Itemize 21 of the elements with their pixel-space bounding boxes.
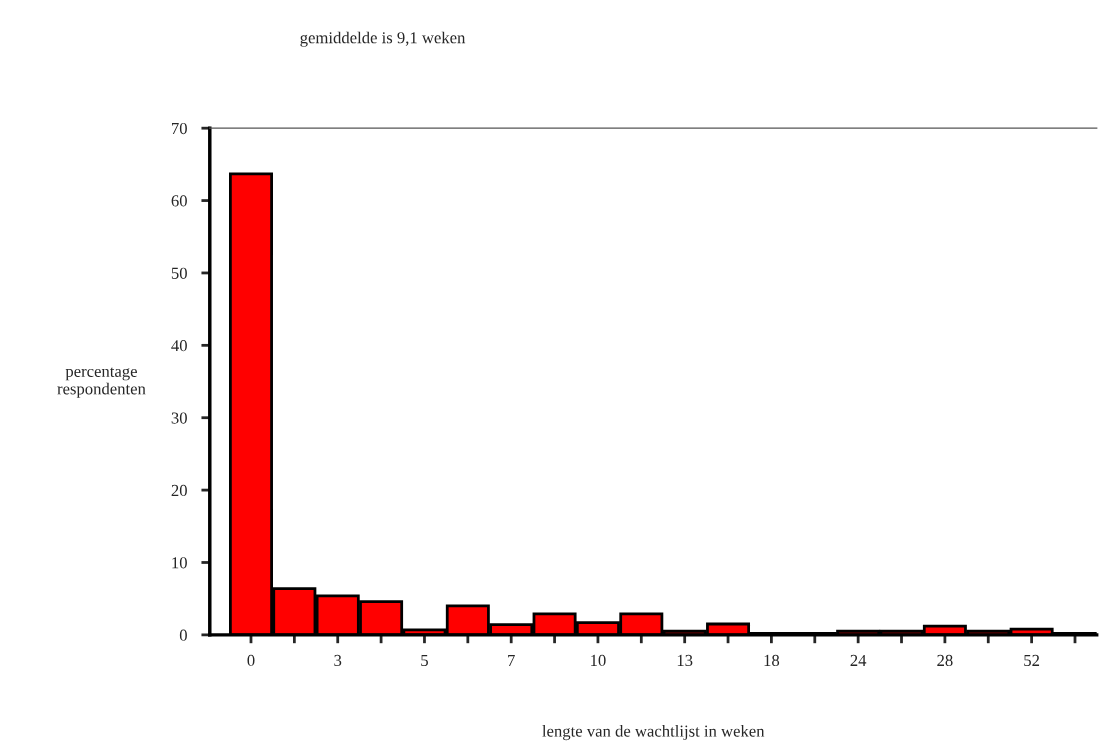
chart-title: gemiddelde is 9,1 weken bbox=[300, 31, 466, 47]
y-tick-label: 30 bbox=[171, 412, 187, 424]
x-tick-label: 7 bbox=[508, 654, 515, 666]
x-tick-label: 24 bbox=[850, 654, 867, 666]
y-tick-label: 10 bbox=[172, 557, 187, 569]
y-tick-label: 20 bbox=[171, 484, 187, 497]
x-tick-label: 10 bbox=[591, 654, 606, 667]
x-tick-label: 5 bbox=[421, 654, 428, 667]
y-tick-label: 40 bbox=[171, 340, 187, 352]
y-axis-title: percentage respondenten bbox=[57, 367, 146, 398]
x-tick-label: 28 bbox=[937, 654, 953, 667]
y-tick-label: 70 bbox=[172, 122, 187, 135]
x-tick-label: 13 bbox=[677, 654, 693, 667]
y-tick-label: 50 bbox=[171, 267, 187, 279]
x-tick-label: 52 bbox=[1024, 654, 1040, 667]
x-tick-label: 0 bbox=[247, 654, 255, 667]
x-tick-label: 3 bbox=[334, 654, 342, 667]
y-tick-label: 60 bbox=[171, 195, 187, 207]
x-tick-label: 18 bbox=[764, 654, 780, 667]
y-tick-label: 0 bbox=[179, 629, 187, 641]
x-axis-title: lengte van de wachtlijst in weken bbox=[542, 724, 765, 741]
